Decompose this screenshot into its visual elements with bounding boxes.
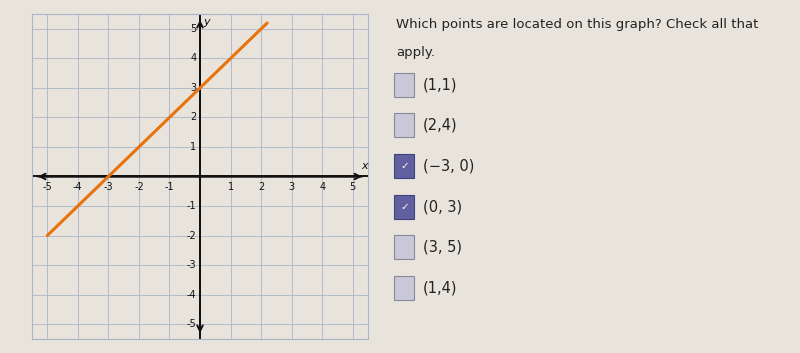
Text: -1: -1 — [186, 201, 196, 211]
Text: -4: -4 — [186, 289, 196, 300]
Text: -5: -5 — [186, 319, 196, 329]
FancyBboxPatch shape — [394, 73, 414, 97]
FancyBboxPatch shape — [394, 113, 414, 137]
Text: 1: 1 — [227, 183, 234, 192]
FancyBboxPatch shape — [394, 154, 414, 178]
Text: 3: 3 — [190, 83, 196, 93]
Text: -2: -2 — [134, 183, 144, 192]
Text: -3: -3 — [186, 260, 196, 270]
Text: x: x — [362, 161, 368, 170]
Text: -4: -4 — [73, 183, 82, 192]
Text: (2,4): (2,4) — [422, 118, 458, 133]
Text: (3, 5): (3, 5) — [422, 240, 462, 255]
Text: 1: 1 — [190, 142, 196, 152]
Text: 5: 5 — [190, 24, 196, 34]
Text: 4: 4 — [319, 183, 326, 192]
FancyBboxPatch shape — [394, 276, 414, 300]
Text: 5: 5 — [350, 183, 356, 192]
Text: (1,1): (1,1) — [422, 77, 457, 92]
Text: 2: 2 — [190, 113, 196, 122]
Text: ✓: ✓ — [400, 202, 409, 211]
Text: -1: -1 — [165, 183, 174, 192]
Text: (0, 3): (0, 3) — [422, 199, 462, 214]
Text: (−3, 0): (−3, 0) — [422, 158, 474, 173]
Text: -3: -3 — [103, 183, 113, 192]
FancyBboxPatch shape — [394, 235, 414, 259]
Text: -2: -2 — [186, 231, 196, 240]
Text: 2: 2 — [258, 183, 264, 192]
Text: 3: 3 — [289, 183, 294, 192]
Text: ✓: ✓ — [400, 161, 409, 171]
Text: (1,4): (1,4) — [422, 280, 457, 295]
FancyBboxPatch shape — [394, 195, 414, 219]
Text: 4: 4 — [190, 53, 196, 64]
Text: y: y — [204, 17, 210, 27]
Text: -5: -5 — [42, 183, 52, 192]
Text: Which points are located on this graph? Check all that: Which points are located on this graph? … — [397, 18, 759, 31]
Text: apply.: apply. — [397, 46, 435, 59]
